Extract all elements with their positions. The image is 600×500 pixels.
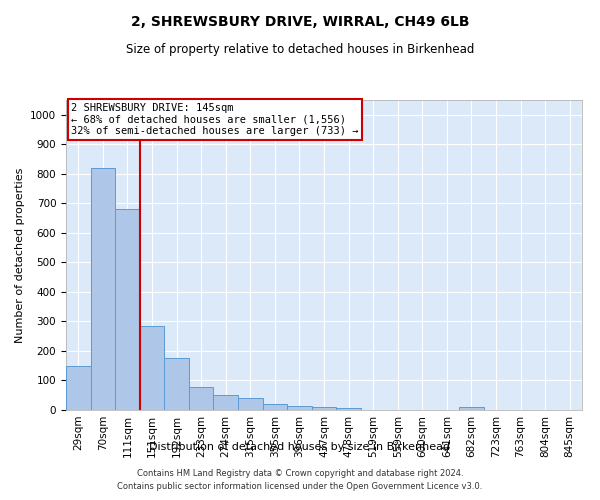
Bar [312, 407, 336, 410]
Bar [91, 168, 115, 410]
Text: Distribution of detached houses by size in Birkenhead: Distribution of detached houses by size … [149, 442, 451, 452]
Bar [66, 366, 91, 410]
Text: Contains public sector information licensed under the Open Government Licence v3: Contains public sector information licen… [118, 482, 482, 491]
Y-axis label: Number of detached properties: Number of detached properties [14, 168, 25, 342]
Bar [287, 406, 312, 410]
Bar [459, 407, 484, 410]
Bar [263, 404, 287, 410]
Text: Size of property relative to detached houses in Birkenhead: Size of property relative to detached ho… [126, 42, 474, 56]
Bar [115, 209, 140, 410]
Text: Contains HM Land Registry data © Crown copyright and database right 2024.: Contains HM Land Registry data © Crown c… [137, 468, 463, 477]
Text: 2 SHREWSBURY DRIVE: 145sqm
← 68% of detached houses are smaller (1,556)
32% of s: 2 SHREWSBURY DRIVE: 145sqm ← 68% of deta… [71, 103, 359, 136]
Bar [238, 398, 263, 410]
Bar [189, 387, 214, 410]
Text: 2, SHREWSBURY DRIVE, WIRRAL, CH49 6LB: 2, SHREWSBURY DRIVE, WIRRAL, CH49 6LB [131, 15, 469, 29]
Bar [336, 408, 361, 410]
Bar [140, 326, 164, 410]
Bar [164, 358, 189, 410]
Bar [214, 395, 238, 410]
